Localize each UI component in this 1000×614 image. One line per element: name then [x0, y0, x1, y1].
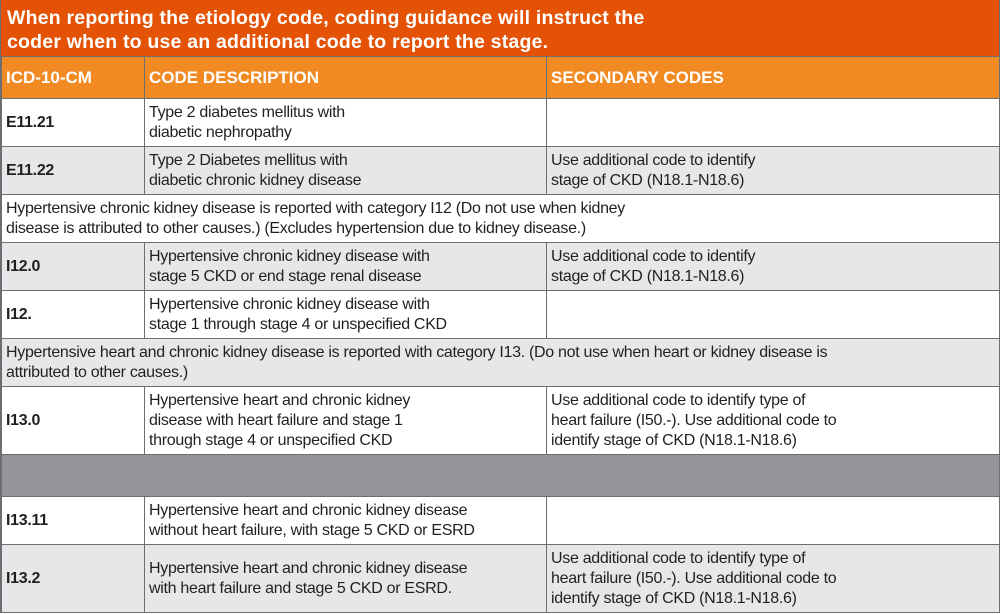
secondary-codes-cell	[546, 496, 1000, 545]
code-description-cell: Hypertensive heart and chronic kidney di…	[144, 544, 547, 613]
category-note-row: Hypertensive heart and chronic kidney di…	[1, 338, 1000, 387]
secondary-codes-cell: Use additional code to identify stage of…	[546, 146, 1000, 195]
icd-code-cell: I13.2	[1, 544, 145, 613]
secondary-codes-cell	[546, 290, 1000, 339]
category-note-cell: Hypertensive chronic kidney disease is r…	[1, 194, 1000, 243]
separator-cell	[1, 454, 1000, 497]
table-row: I13.11 Hypertensive heart and chronic kid…	[1, 496, 1000, 545]
code-description-cell: Type 2 Diabetes mellitus with diabetic c…	[144, 146, 547, 195]
icd-code-cell: I12.0	[1, 242, 145, 291]
header-row: ICD-10-CM CODE DESCRIPTION SECONDARY COD…	[1, 56, 1000, 99]
icd-code-cell: I13.0	[1, 386, 145, 455]
secondary-codes-cell: Use additional code to identify type of …	[546, 386, 1000, 455]
code-description-cell: Hypertensive chronic kidney disease with…	[144, 290, 547, 339]
secondary-codes-cell	[546, 98, 1000, 147]
table-row: I12.0 Hypertensive chronic kidney disease…	[1, 242, 1000, 291]
secondary-codes-cell: Use additional code to identify stage of…	[546, 242, 1000, 291]
table-row: I12. Hypertensive chronic kidney disease …	[1, 290, 1000, 339]
icd-code-table: ICD-10-CM CODE DESCRIPTION SECONDARY COD…	[1, 56, 1000, 613]
header-code-description: CODE DESCRIPTION	[144, 56, 547, 99]
table-row: I13.0 Hypertensive heart and chronic kidn…	[1, 386, 1000, 455]
icd-code-cell: I13.11	[1, 496, 145, 545]
code-description-cell: Type 2 diabetes mellitus with diabetic n…	[144, 98, 547, 147]
code-description-cell: Hypertensive heart and chronic kidney di…	[144, 386, 547, 455]
table-row: E11.21 Type 2 diabetes mellitus with diab…	[1, 98, 1000, 147]
table-row: E11.22 Type 2 Diabetes mellitus with diab…	[1, 146, 1000, 195]
header-icd-10-cm: ICD-10-CM	[1, 56, 145, 99]
category-note-cell: Hypertensive heart and chronic kidney di…	[1, 338, 1000, 387]
secondary-codes-cell: Use additional code to identify type of …	[546, 544, 1000, 613]
icd-code-cell: E11.21	[1, 98, 145, 147]
code-description-cell: Hypertensive chronic kidney disease with…	[144, 242, 547, 291]
table-title: When reporting the etiology code, coding…	[1, 0, 999, 56]
header-secondary-codes: SECONDARY CODES	[546, 56, 1000, 99]
icd-code-cell: E11.22	[1, 146, 145, 195]
separator-row	[1, 454, 1000, 497]
category-note-row: Hypertensive chronic kidney disease is r…	[1, 194, 1000, 243]
icd-code-cell: I12.	[1, 290, 145, 339]
code-description-cell: Hypertensive heart and chronic kidney di…	[144, 496, 547, 545]
table-row: I13.2 Hypertensive heart and chronic kidn…	[1, 544, 1000, 613]
